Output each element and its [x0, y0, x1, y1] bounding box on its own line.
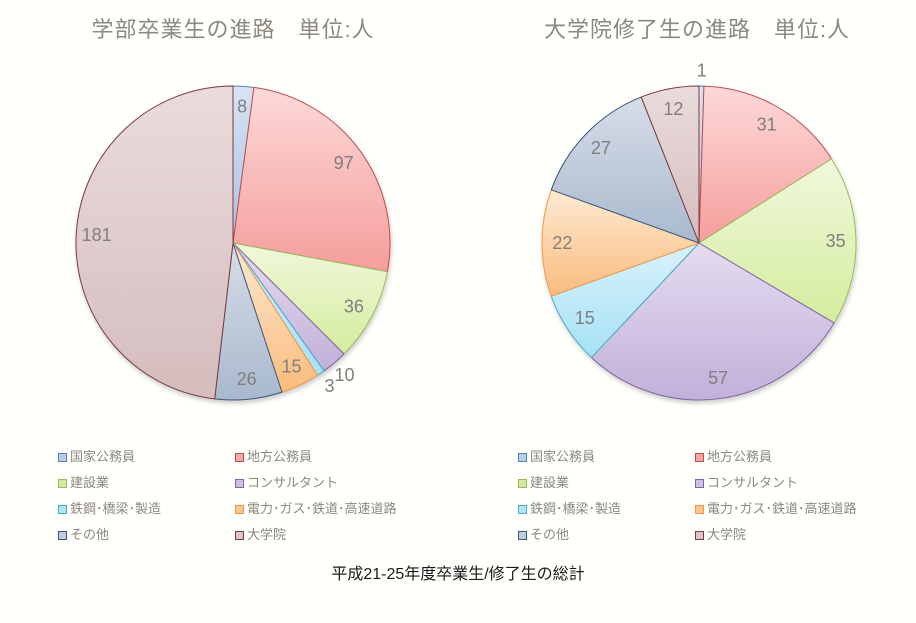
legend-label-national-public-servant: 国家公務員: [70, 449, 136, 464]
slice-label-construction: 35: [826, 231, 846, 251]
pie-slice-graduate-school: [640, 85, 700, 244]
slice-label-local-public-servant: 31: [757, 114, 777, 134]
slice-label-power-gas-railway-highway: 15: [281, 356, 301, 376]
slice-label-power-gas-railway-highway: 22: [552, 233, 572, 253]
legend-swatch-national-public-servant: [518, 452, 527, 462]
legend-label-steel-bridge-manufacturing: 鉄鋼･橋梁･製造: [70, 501, 162, 516]
legend-label-power-gas-railway-highway: 電力･ガス･鉄道･高速道路: [247, 501, 397, 516]
legend-label-construction: 建設業: [530, 475, 570, 490]
pie-slice-local-public-servant: [698, 85, 833, 244]
legend-undergraduate: 国家公務員 地方公務員建設業 コンサルタント鉄鋼･橋梁･製造 電力･ガス･鉄道･高速道…: [58, 438, 458, 548]
legend-item-power-gas-railway-highway: 電力･ガス･鉄道･高速道路: [235, 496, 458, 522]
legend-item-consultant: コンサルタント: [235, 470, 458, 496]
legend-label-graduate-school: 大学院: [707, 527, 747, 542]
slice-label-local-public-servant: 97: [334, 153, 354, 173]
legend-swatch-local-public-servant: [235, 452, 244, 462]
legend-swatch-others: [518, 530, 527, 540]
slice-label-construction: 36: [344, 297, 364, 317]
legend-item-steel-bridge-manufacturing: 鉄鋼･橋梁･製造: [518, 496, 695, 522]
slice-label-others: 26: [237, 369, 257, 389]
legend-label-steel-bridge-manufacturing: 鉄鋼･橋梁･製造: [530, 501, 622, 516]
pie-slice-consultant: [591, 242, 835, 401]
legend-item-national-public-servant: 国家公務員: [58, 444, 235, 470]
legend-item-others: その他: [518, 522, 695, 548]
legend-swatch-national-public-servant: [58, 452, 67, 462]
legend-swatch-construction: [518, 478, 527, 488]
legend-swatch-consultant: [695, 478, 704, 488]
slice-label-consultant: 57: [708, 368, 728, 388]
caption: 平成21-25年度卒業生/修了生の総計: [331, 566, 585, 583]
slice-label-others: 27: [591, 138, 611, 158]
legend-item-consultant: コンサルタント: [695, 470, 916, 496]
legend-item-steel-bridge-manufacturing: 鉄鋼･橋梁･製造: [58, 496, 235, 522]
legend-item-graduate-school: 大学院: [695, 522, 916, 548]
pie-slice-power-gas-railway-highway: [541, 189, 700, 297]
pie-slice-graduate-school: [75, 85, 234, 400]
legend-label-local-public-servant: 地方公務員: [707, 449, 773, 464]
legend-swatch-graduate-school: [695, 530, 704, 540]
legend-item-power-gas-railway-highway: 電力･ガス･鉄道･高速道路: [695, 496, 916, 522]
legend-swatch-graduate-school: [235, 530, 244, 540]
legend-label-consultant: コンサルタント: [247, 475, 339, 490]
legend-label-others: その他: [70, 527, 110, 542]
pie-chart-graduate: 1 31 35 57 15 22 27 12: [541, 60, 857, 401]
pie-slice-construction: [232, 242, 388, 355]
legend-swatch-local-public-servant: [695, 452, 704, 462]
legend-item-national-public-servant: 国家公務員: [518, 444, 695, 470]
legend-swatch-power-gas-railway-highway: [695, 504, 704, 514]
legend-item-construction: 建設業: [518, 470, 695, 496]
pie-slice-construction: [698, 158, 857, 324]
legend-swatch-others: [58, 530, 67, 540]
legend-item-local-public-servant: 地方公務員: [235, 444, 458, 470]
slice-label-national-public-servant: 8: [237, 97, 247, 117]
legend-label-construction: 建設業: [70, 475, 110, 490]
pie-slice-others: [550, 96, 700, 244]
legend-label-others: その他: [530, 527, 570, 542]
legend-label-power-gas-railway-highway: 電力･ガス･鉄道･高速道路: [707, 501, 857, 516]
legend-graduate: 国家公務員 地方公務員建設業 コンサルタント鉄鋼･橋梁･製造 電力･ガス･鉄道･高速道…: [518, 438, 916, 548]
slice-label-graduate-school: 181: [82, 225, 112, 245]
pie-slice-local-public-servant: [232, 86, 391, 273]
slice-label-national-public-servant: 1: [697, 60, 707, 80]
legend-swatch-construction: [58, 478, 67, 488]
slice-label-graduate-school: 12: [663, 99, 683, 119]
pie-chart-undergraduate: 8 97 36 103 15 26 181: [75, 85, 391, 401]
slice-label-consultant: 10: [334, 365, 354, 385]
legend-label-consultant: コンサルタント: [707, 475, 799, 490]
legend-label-local-public-servant: 地方公務員: [247, 449, 313, 464]
legend-swatch-power-gas-railway-highway: [235, 504, 244, 514]
legend-item-graduate-school: 大学院: [235, 522, 458, 548]
legend-swatch-consultant: [235, 478, 244, 488]
slice-label-steel-bridge-manufacturing: 3: [324, 376, 334, 396]
legend-item-construction: 建設業: [58, 470, 235, 496]
slice-label-steel-bridge-manufacturing: 15: [575, 308, 595, 328]
legend-swatch-steel-bridge-manufacturing: [58, 504, 67, 514]
legend-label-graduate-school: 大学院: [247, 527, 287, 542]
legend-swatch-steel-bridge-manufacturing: [518, 504, 527, 514]
legend-item-others: その他: [58, 522, 235, 548]
legend-item-local-public-servant: 地方公務員: [695, 444, 916, 470]
legend-label-national-public-servant: 国家公務員: [530, 449, 596, 464]
chart-title-undergraduate: 学部卒業生の進路 単位:人: [91, 17, 375, 42]
chart-title-graduate: 大学院修了生の進路 単位:人: [543, 17, 851, 42]
